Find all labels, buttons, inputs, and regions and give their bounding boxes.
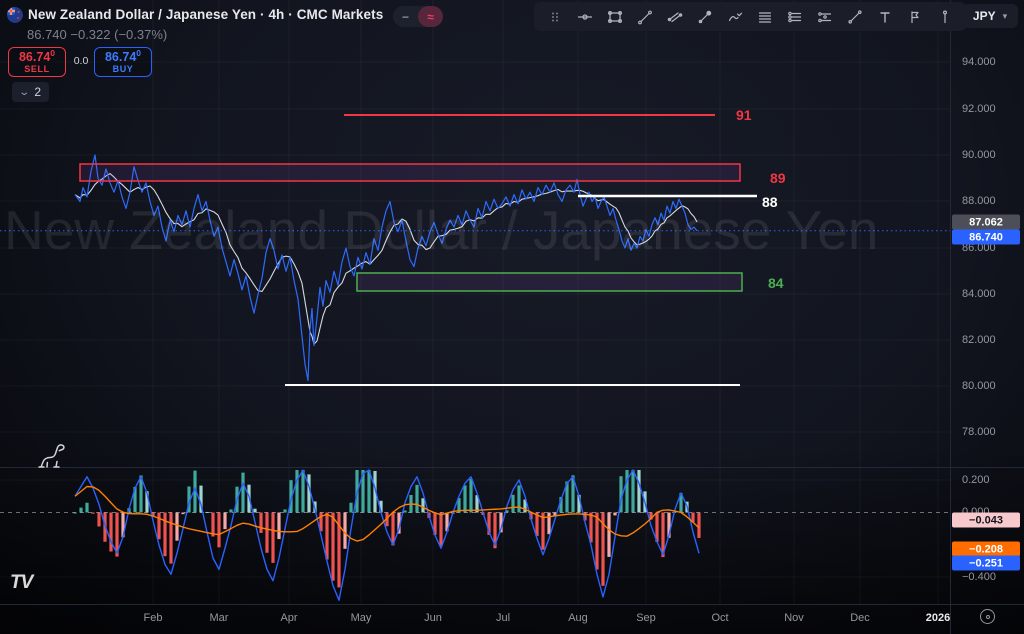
- spread-value: 0.0: [73, 55, 89, 67]
- trend-line-tool-icon[interactable]: [630, 4, 660, 30]
- fib-wedge-tool-icon[interactable]: [810, 4, 840, 30]
- cross-line-tool-icon[interactable]: [570, 4, 600, 30]
- price-badge: −0.251: [952, 555, 1020, 571]
- month-tick-label: Aug: [568, 612, 588, 624]
- currency-label: JPY: [972, 9, 996, 23]
- drag-handle-icon[interactable]: [540, 4, 570, 30]
- price-axis-divider: [950, 0, 951, 634]
- drawing-toolbar[interactable]: [534, 2, 966, 31]
- text-tool-icon[interactable]: [870, 4, 900, 30]
- price-axis[interactable]: 94.000 92.000 90.000 88.000 86.000 84.000 82.0…: [951, 0, 1024, 604]
- month-tick-label: Nov: [784, 612, 804, 624]
- sell-button[interactable]: 86.740 SELL: [8, 47, 66, 77]
- month-tick-label: Apr: [280, 612, 298, 624]
- year-tick-label: 2026: [925, 612, 951, 624]
- tradingview-logo[interactable]: TV: [10, 572, 33, 593]
- month-tick-label: May: [350, 612, 372, 624]
- pane-divider[interactable]: [0, 467, 1024, 468]
- price-badge: 87.062: [952, 214, 1020, 230]
- chevron-down-icon: ⌄: [18, 86, 31, 98]
- minus-icon[interactable]: −: [401, 9, 409, 24]
- sell-price-sup: 0: [50, 48, 55, 59]
- chevron-down-icon: ▾: [1002, 10, 1008, 21]
- time-axis-divider: [0, 604, 1024, 605]
- fib-channel-tool-icon[interactable]: [780, 4, 810, 30]
- month-tick-label: Jul: [495, 612, 511, 624]
- object-tree-collapse-chip[interactable]: ⌄ 2: [12, 82, 50, 102]
- axis-tick-label: 92.000: [962, 103, 996, 115]
- month-tick-label: Oct: [711, 612, 729, 624]
- axis-tick-label: −0.400: [962, 571, 996, 583]
- vertical-line-tool-icon[interactable]: [930, 4, 960, 30]
- sell-label: SELL: [24, 64, 50, 75]
- price-change-row: 86.740 −0.322 (−0.37%): [27, 27, 168, 42]
- month-tick-label: Mar: [209, 612, 229, 624]
- drawings-visibility-toggle[interactable]: − ≈: [393, 6, 443, 27]
- month-tick-label: Sep: [636, 612, 656, 624]
- collapse-count: 2: [34, 85, 42, 99]
- brush-tool-icon[interactable]: [720, 4, 750, 30]
- buy-button[interactable]: 86.740 BUY: [94, 47, 152, 77]
- fib-retracement-tool-icon[interactable]: [750, 4, 780, 30]
- dinosaur-sticker-icon[interactable]: [36, 441, 68, 476]
- squiggle-icon[interactable]: ≈: [418, 6, 443, 27]
- parallel-channel-tool-icon[interactable]: [660, 4, 690, 30]
- nzd-flag-icon: [7, 7, 23, 23]
- rectangle-tool-icon[interactable]: [600, 4, 630, 30]
- currency-selector[interactable]: JPY ▾: [962, 4, 1018, 28]
- buy-label: BUY: [112, 64, 134, 75]
- axis-tick-label: 90.000: [962, 149, 996, 161]
- axis-tick-label: 88.000: [962, 195, 996, 207]
- price-badge: 86.740: [952, 229, 1020, 245]
- time-axis[interactable]: Feb Mar Apr May Jun Jul Aug Sep Oct Nov Dec 2026: [0, 605, 951, 634]
- month-tick-label: Dec: [850, 612, 870, 624]
- axis-tick-label: 82.000: [962, 334, 996, 346]
- axis-tick-label: 78.000: [962, 426, 996, 438]
- price-badge: −0.043: [952, 512, 1020, 528]
- flag-tool-icon[interactable]: [900, 4, 930, 30]
- month-tick-label: Feb: [143, 612, 163, 624]
- axis-tick-label: 80.000: [962, 380, 996, 392]
- axis-tick-label: 94.000: [962, 56, 996, 68]
- price-badge: −0.208: [952, 541, 1020, 557]
- timezone-clock-icon[interactable]: [980, 609, 995, 624]
- buy-price-sup: 0: [136, 48, 141, 59]
- axis-tick-label: 84.000: [962, 288, 996, 300]
- pin-tool-icon[interactable]: [690, 4, 720, 30]
- trend-angle-tool-icon[interactable]: [840, 4, 870, 30]
- sell-price: 86.74: [18, 50, 51, 65]
- axis-tick-label: 0.200: [962, 474, 990, 486]
- buy-price: 86.74: [104, 50, 137, 65]
- month-tick-label: Jun: [424, 612, 442, 624]
- symbol-title[interactable]: New Zealand Dollar / Japanese Yen · 4h ·…: [28, 7, 384, 22]
- chart-canvas[interactable]: [0, 0, 950, 604]
- axis-tick-label: 86.000: [962, 242, 996, 254]
